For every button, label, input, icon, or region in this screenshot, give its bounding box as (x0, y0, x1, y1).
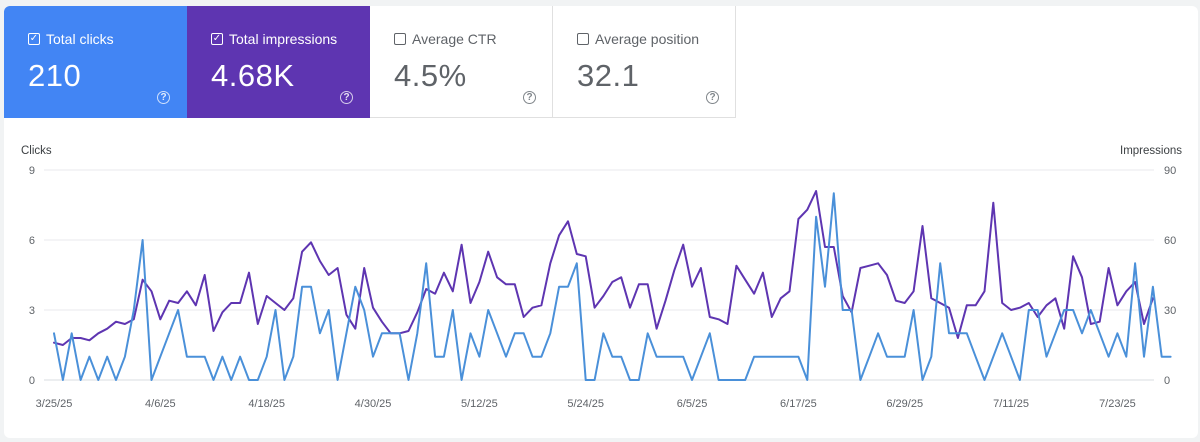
tile-header: Average CTR (394, 31, 497, 47)
x-tick-label: 5/12/25 (461, 398, 498, 410)
x-tick-label: 4/6/25 (145, 398, 176, 410)
series-line-impressions (53, 190, 1154, 346)
tile-total-impressions[interactable]: ✓ Total impressions 4.68K ? (187, 6, 370, 118)
x-tick-label: 6/5/25 (677, 398, 708, 410)
x-tick-label: 3/25/25 (36, 398, 73, 410)
tile-header: ✓ Total impressions (211, 31, 337, 47)
tile-average-ctr[interactable]: Average CTR 4.5% ? (370, 6, 553, 118)
checkbox-checked-icon[interactable]: ✓ (211, 33, 223, 45)
y-tick-label-right: 30 (1164, 305, 1176, 317)
tile-label: Average position (595, 31, 700, 47)
tile-total-clicks[interactable]: ✓ Total clicks 210 ? (4, 6, 187, 118)
series-line-clicks (53, 192, 1172, 381)
tile-label: Total impressions (229, 31, 338, 47)
help-icon[interactable]: ? (157, 91, 170, 104)
x-tick-label: 6/29/25 (886, 398, 923, 410)
performance-chart: Clicks Impressions 0 3 6 9 0 30 60 90 3/25/25 4… (21, 145, 1182, 410)
x-tick-label: 5/24/25 (567, 398, 604, 410)
checkbox-unchecked-icon[interactable] (394, 33, 406, 45)
y-tick-label-right: 60 (1164, 235, 1176, 247)
checkbox-checked-icon[interactable]: ✓ (28, 33, 40, 45)
help-icon[interactable]: ? (706, 91, 719, 104)
y-tick-label-right: 0 (1164, 375, 1170, 387)
help-icon[interactable]: ? (340, 91, 353, 104)
y-tick-label-left: 9 (29, 165, 35, 177)
x-tick-label: 7/11/25 (993, 398, 1029, 410)
series-lines (53, 190, 1172, 381)
x-tick-label: 4/30/25 (355, 398, 392, 410)
tile-value: 210 (28, 58, 82, 93)
y-tick-label-left: 6 (29, 235, 35, 247)
help-icon[interactable]: ? (523, 91, 536, 104)
tile-label: Average CTR (412, 31, 497, 47)
y-tick-label-left: 0 (29, 375, 35, 387)
x-tick-label: 4/18/25 (248, 398, 285, 410)
tile-header: ✓ Total clicks (28, 31, 114, 47)
tile-average-position[interactable]: Average position 32.1 ? (553, 6, 736, 118)
y-axis-left-ticks: 0 3 6 9 (29, 165, 35, 387)
tile-value: 32.1 (577, 58, 640, 93)
checkbox-unchecked-icon[interactable] (577, 33, 589, 45)
y-axis-left-label: Clicks (21, 145, 52, 157)
tile-value: 4.68K (211, 58, 295, 93)
y-tick-label-left: 3 (29, 305, 35, 317)
tile-header: Average position (577, 31, 699, 47)
performance-card: ✓ Total clicks 210 ? ✓ Total impressions… (4, 6, 1198, 438)
x-tick-label: 7/23/25 (1099, 398, 1136, 410)
y-axis-right-ticks: 0 30 60 90 (1164, 165, 1176, 387)
grid-lines (44, 169, 1154, 381)
tile-label: Total clicks (46, 31, 114, 47)
tile-value: 4.5% (394, 58, 467, 93)
y-tick-label-right: 90 (1164, 165, 1176, 177)
metric-tiles: ✓ Total clicks 210 ? ✓ Total impressions… (4, 6, 737, 118)
x-tick-label: 6/17/25 (780, 398, 817, 410)
y-axis-right-label: Impressions (1120, 145, 1182, 157)
x-axis-ticks: 3/25/25 4/6/25 4/18/25 4/30/25 5/12/25 5/24/2… (36, 398, 1136, 410)
